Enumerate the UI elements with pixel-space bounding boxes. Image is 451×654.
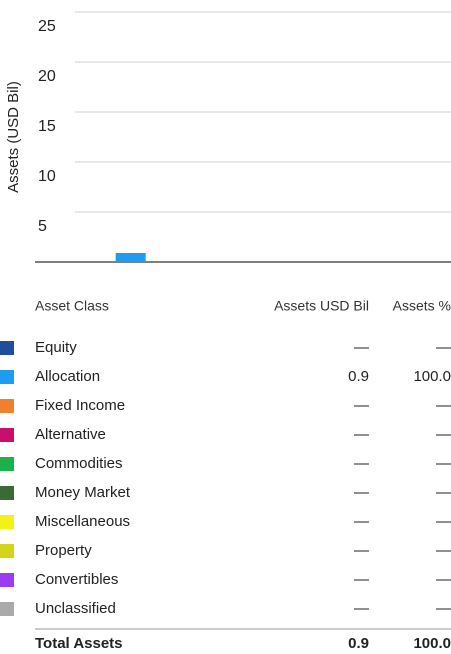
assets-pct: — bbox=[436, 513, 451, 530]
y-tick-label: 15 bbox=[38, 118, 56, 135]
assets-usd: 0.9 bbox=[348, 368, 369, 385]
legend-swatch bbox=[0, 602, 14, 616]
assets-usd: — bbox=[354, 455, 369, 472]
assets-pct: — bbox=[436, 484, 451, 501]
total-usd: 0.9 bbox=[348, 635, 369, 652]
legend-swatch bbox=[0, 573, 14, 587]
asset-class: Alternative bbox=[35, 426, 106, 443]
column-header: Asset Class bbox=[35, 298, 109, 314]
assets-usd: — bbox=[354, 600, 369, 617]
y-tick-label: 5 bbox=[38, 218, 47, 235]
assets-pct: — bbox=[436, 339, 451, 356]
legend-swatch bbox=[0, 457, 14, 471]
asset-class: Unclassified bbox=[35, 600, 116, 617]
bar bbox=[115, 253, 146, 262]
y-tick-label: 10 bbox=[38, 168, 56, 185]
assets-pct: — bbox=[436, 397, 451, 414]
assets-usd: — bbox=[354, 397, 369, 414]
assets-pct: — bbox=[436, 600, 451, 617]
assets-usd: — bbox=[354, 542, 369, 559]
legend-swatch bbox=[0, 370, 14, 384]
legend-swatch bbox=[0, 428, 14, 442]
assets-pct: — bbox=[436, 571, 451, 588]
asset-class: Property bbox=[35, 542, 92, 559]
asset-class: Miscellaneous bbox=[35, 513, 130, 530]
column-header: Assets USD Bil bbox=[274, 298, 369, 314]
asset-class: Money Market bbox=[35, 484, 131, 501]
y-tick-label: 25 bbox=[38, 18, 56, 35]
assets-pct: 100.0 bbox=[413, 368, 451, 385]
assets-pct: — bbox=[436, 455, 451, 472]
assets-usd: — bbox=[354, 571, 369, 588]
legend-swatch bbox=[0, 399, 14, 413]
asset-class: Commodities bbox=[35, 455, 123, 472]
assets-usd: — bbox=[354, 339, 369, 356]
asset-class: Convertibles bbox=[35, 571, 118, 588]
column-header: Assets % bbox=[393, 298, 451, 314]
total-label: Total Assets bbox=[35, 635, 123, 652]
assets-usd: — bbox=[354, 484, 369, 501]
total-pct: 100.0 bbox=[413, 635, 451, 652]
y-tick-label: 20 bbox=[38, 68, 56, 85]
legend-swatch bbox=[0, 486, 14, 500]
asset-class: Allocation bbox=[35, 368, 100, 385]
legend-swatch bbox=[0, 544, 14, 558]
legend-swatch bbox=[0, 515, 14, 529]
assets-pct: — bbox=[436, 542, 451, 559]
assets-pct: — bbox=[436, 426, 451, 443]
asset-class: Equity bbox=[35, 339, 77, 356]
assets-usd: — bbox=[354, 426, 369, 443]
assets-usd: — bbox=[354, 513, 369, 530]
legend-swatch bbox=[0, 341, 14, 355]
asset-class: Fixed Income bbox=[35, 397, 125, 414]
y-axis-label: Assets (USD Bil) bbox=[5, 81, 22, 193]
